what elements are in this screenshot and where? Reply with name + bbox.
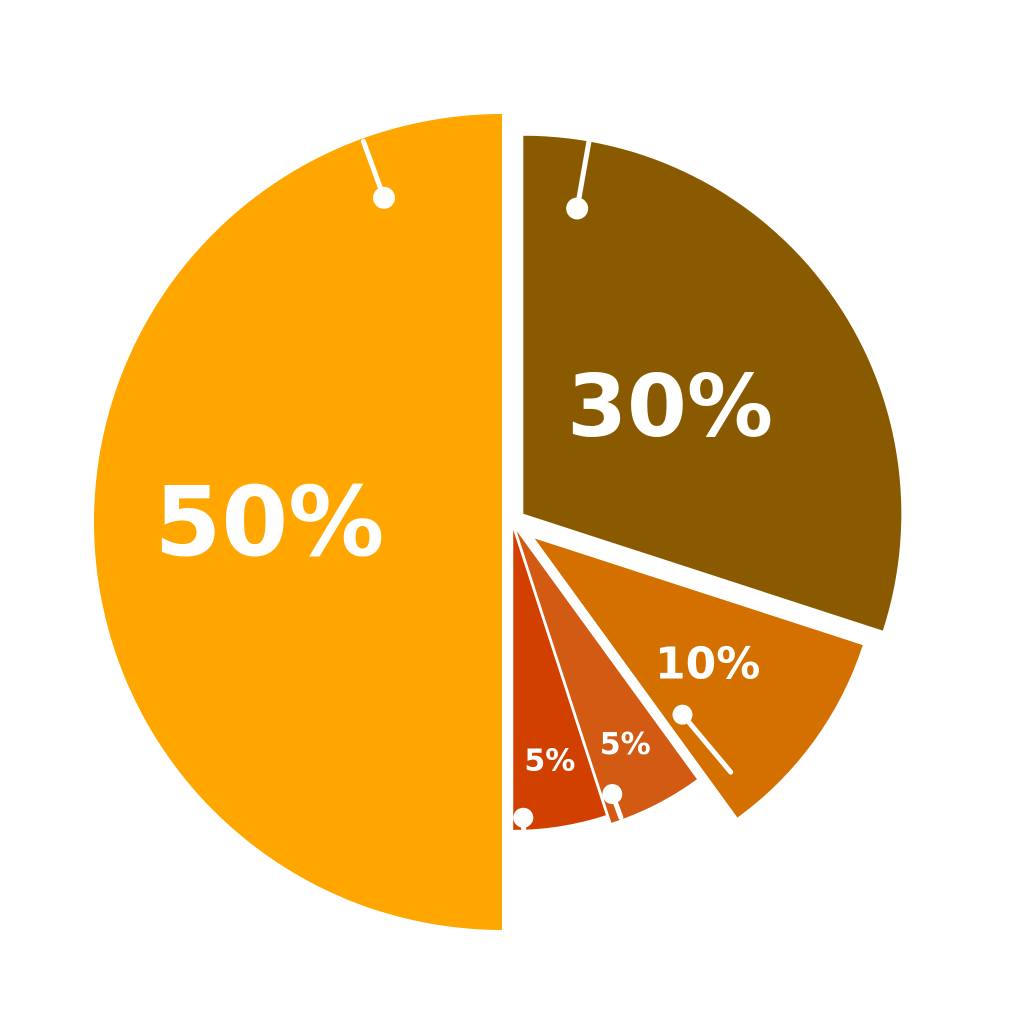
pie-slice-2 xyxy=(523,135,902,631)
pie-slice-1 xyxy=(94,114,502,930)
pie-slice-5 xyxy=(513,529,606,830)
slice-label-3: 10% xyxy=(655,639,760,690)
leader-dot-5 xyxy=(513,807,534,828)
pie-slice-3 xyxy=(534,538,863,818)
leader-dot-4 xyxy=(602,784,623,805)
pie-slice-4 xyxy=(516,530,697,823)
leader-line-3 xyxy=(679,712,734,775)
slice-label-4: 5% xyxy=(600,727,651,762)
leader-line-2 xyxy=(574,132,593,211)
pie-slices xyxy=(94,114,902,930)
slice-label-5: 5% xyxy=(524,744,575,779)
pie-labels: 50% 30% 10% 5% 5% xyxy=(155,357,773,778)
leader-dot-1 xyxy=(373,186,396,209)
slice-label-2: 30% xyxy=(567,357,773,457)
leader-dot-3 xyxy=(672,704,693,725)
slice-label-1: 50% xyxy=(155,466,385,578)
leader-dot-2 xyxy=(566,197,589,220)
pie-leaders xyxy=(360,132,734,838)
